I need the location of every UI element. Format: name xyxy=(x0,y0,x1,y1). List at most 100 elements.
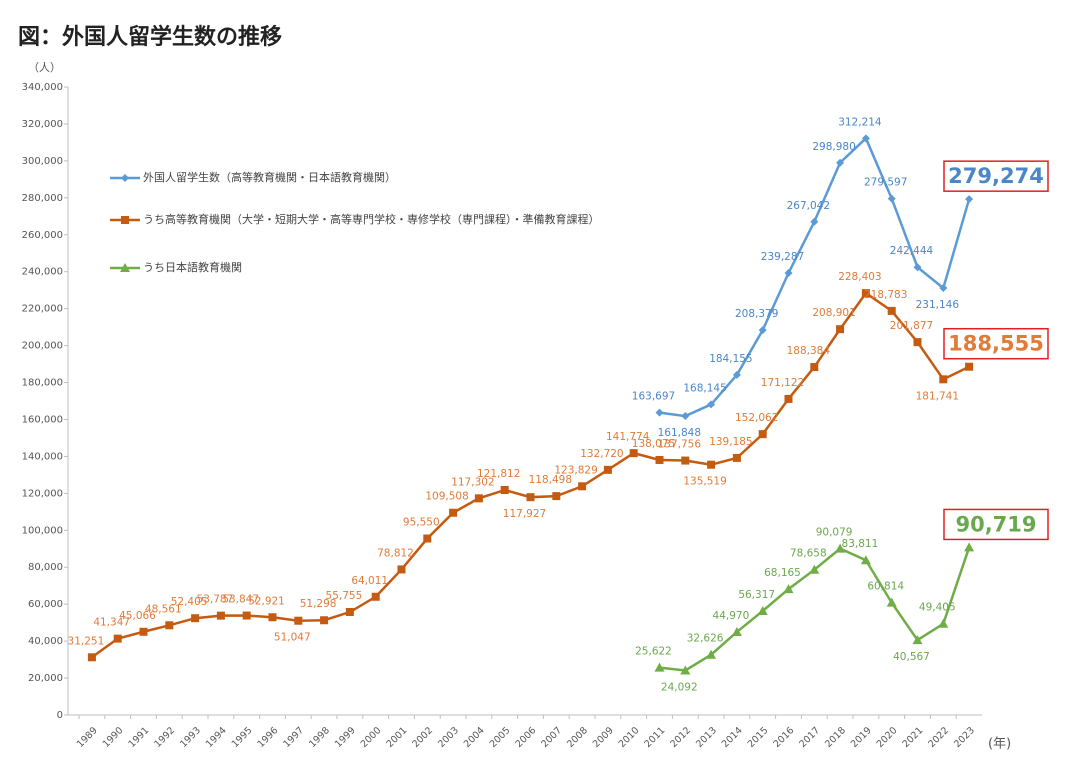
value-label: 83,811 xyxy=(842,538,879,550)
y-tick-label: 180,000 xyxy=(22,378,63,389)
value-label: 53,847 xyxy=(222,594,259,606)
series-marker xyxy=(887,194,896,203)
value-label: 132,720 xyxy=(580,448,623,460)
x-tick-label: 2006 xyxy=(514,725,539,750)
x-tick-label: 2016 xyxy=(772,725,797,750)
legend-marker xyxy=(121,174,129,182)
series-marker xyxy=(552,492,561,501)
series-marker xyxy=(603,465,612,474)
series-marker xyxy=(965,362,974,371)
x-tick-label: 2012 xyxy=(668,725,693,750)
series-marker xyxy=(87,653,96,662)
value-label: 49,405 xyxy=(919,602,956,614)
value-label: 56,317 xyxy=(738,589,775,601)
series-marker xyxy=(810,363,819,372)
value-label: 312,214 xyxy=(838,116,882,128)
value-label: 41,347 xyxy=(93,617,130,629)
highlight-label: 188,555 xyxy=(948,332,1044,356)
x-tick-label: 2011 xyxy=(643,725,668,750)
series-marker xyxy=(783,584,794,594)
series-marker xyxy=(423,534,432,543)
x-tick-label: 1997 xyxy=(281,725,306,750)
value-label: 52,405 xyxy=(171,596,208,608)
series-marker xyxy=(268,613,277,622)
series-marker xyxy=(912,635,923,645)
value-label: 51,047 xyxy=(274,632,311,644)
series-marker xyxy=(655,408,664,417)
y-tick-label: 40,000 xyxy=(28,636,63,647)
x-tick-label: 2009 xyxy=(591,725,616,750)
value-label: 48,561 xyxy=(145,603,182,615)
chart-title: 図：外国人留学生数の推移 xyxy=(18,24,282,50)
series-marker xyxy=(887,306,896,315)
x-tick-label: 1993 xyxy=(178,725,203,750)
series-marker xyxy=(784,394,793,403)
x-tick-label: 2003 xyxy=(436,725,461,750)
y-tick-label: 340,000 xyxy=(22,82,63,93)
series-marker xyxy=(578,482,587,491)
value-label: 208,901 xyxy=(812,307,855,319)
series-marker xyxy=(861,289,870,298)
value-label: 218,783 xyxy=(864,289,907,301)
x-tick-label: 2019 xyxy=(849,725,874,750)
value-label: 90,079 xyxy=(816,527,853,539)
series-marker xyxy=(681,412,690,421)
legend-label: 外国人留学生数（高等教育機関・日本語教育機関） xyxy=(143,170,396,184)
series-marker xyxy=(913,263,922,272)
y-tick-label: 60,000 xyxy=(28,599,63,610)
x-tick-label: 2014 xyxy=(720,725,745,750)
x-tick-label: 1991 xyxy=(127,725,152,750)
x-tick-label: 1996 xyxy=(256,725,281,750)
y-tick-label: 100,000 xyxy=(22,525,63,536)
series-marker xyxy=(474,494,483,503)
series-marker xyxy=(757,605,768,615)
value-label: 53,787 xyxy=(197,594,234,606)
series-line xyxy=(659,136,971,418)
x-axis-label: (年) xyxy=(988,737,1011,752)
legend-marker xyxy=(120,263,130,272)
series-marker xyxy=(397,565,406,574)
x-tick-label: 2008 xyxy=(565,725,590,750)
series-marker xyxy=(861,134,870,143)
series-marker xyxy=(706,649,717,659)
series-marker xyxy=(835,543,846,553)
series-marker xyxy=(731,626,742,636)
legend-marker xyxy=(121,216,129,224)
highlight-label: 279,274 xyxy=(948,164,1044,188)
series-marker xyxy=(758,326,767,335)
series-marker xyxy=(964,542,975,552)
series-marker xyxy=(784,269,793,278)
value-label: 137,756 xyxy=(658,439,702,451)
series-marker xyxy=(500,486,509,495)
value-label: 117,302 xyxy=(451,476,494,488)
y-tick-label: 20,000 xyxy=(28,673,63,684)
x-tick-label: 2005 xyxy=(488,725,513,750)
y-tick-label: 120,000 xyxy=(22,488,63,499)
value-label: 24,092 xyxy=(661,682,698,694)
x-tick-label: 1998 xyxy=(307,725,332,750)
y-axis-label: （人） xyxy=(28,61,61,74)
value-label: 78,812 xyxy=(377,547,414,559)
value-label: 55,755 xyxy=(326,590,363,602)
series-marker xyxy=(242,611,251,620)
x-tick-label: 2002 xyxy=(410,725,435,750)
value-label: 32,626 xyxy=(687,633,724,645)
series-marker xyxy=(655,455,664,464)
x-tick-label: 2017 xyxy=(797,725,822,750)
x-tick-label: 1989 xyxy=(75,725,100,750)
legend-label: うち高等教育機関（大学・短期大学・高等専門学校・専修学校（専門課程）・準備教育課… xyxy=(143,212,600,226)
series-marker xyxy=(758,430,767,439)
series-marker xyxy=(654,662,665,672)
y-tick-label: 200,000 xyxy=(22,341,63,352)
x-tick-label: 1999 xyxy=(333,725,358,750)
value-label: 95,550 xyxy=(403,517,440,529)
value-label: 267,042 xyxy=(787,200,830,212)
value-label: 25,622 xyxy=(635,646,672,658)
series-marker xyxy=(938,618,949,628)
x-tick-label: 2023 xyxy=(952,725,977,750)
legend-label: うち日本語教育機関 xyxy=(143,260,242,274)
series-marker xyxy=(139,627,148,636)
series-marker xyxy=(449,508,458,517)
value-label: 161,848 xyxy=(658,427,701,439)
